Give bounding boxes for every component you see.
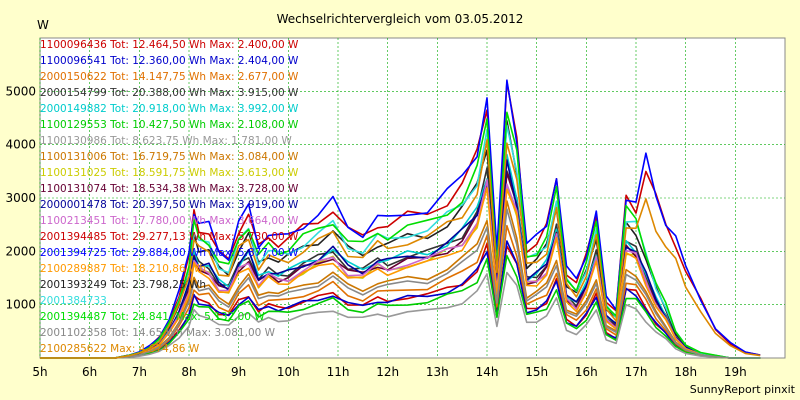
x-tick-labels: 5h 6h 7h 8h 9h 10h 11h 12h 13h 14h 15h 16h 17h 18h 19h: [32, 365, 746, 379]
x-tick-label: 15h: [525, 365, 548, 379]
series-line-1100096541: [40, 240, 761, 359]
legend-entry-2001102358: 2001102358 Tot: 14.65 Wh Max: 3.081,00 W: [40, 327, 276, 339]
legend-entry-2001393249: 2001393249 Tot: 23.798,25 Wh: [40, 279, 207, 291]
legend-entry-2001394487: 2001394487 Tot: 24.841, Max: 5.132,00 W: [40, 311, 265, 323]
series-line-2001102358: [40, 208, 761, 359]
legend-entry-1100130986: 1100130986 Tot: 8.623,75 Wh Max: 1.781,0…: [40, 135, 292, 147]
legend-entry-2000154799: 2000154799 Tot: 20.388,00 Wh Max: 3.915,…: [40, 87, 299, 99]
legend-entry-1100131025: 1100131025 Tot: 18.591,75 Wh Max: 3.613,…: [40, 167, 299, 179]
series-line-2001394725: [40, 79, 761, 359]
x-tick-label: 7h: [132, 365, 147, 379]
legend-entry-2000001478: 2000001478 Tot: 20.397,50 Wh Max: 3.919,…: [40, 199, 299, 211]
series-line-1100213451: [40, 179, 761, 359]
y-tick-label: 5000: [5, 84, 36, 98]
y-tick-label: 1000: [5, 298, 36, 312]
legend-entry-2001394485: 2001394485 Tot: 29.277,13 Wh Max: 5.730,…: [40, 231, 299, 243]
legend-entry-2001384733: 2001384733: [40, 295, 107, 307]
y-tick-label: 3000: [5, 191, 36, 205]
legend-entry-1100131074: 1100131074 Tot: 18.534,38 Wh Max: 3.728,…: [40, 183, 299, 195]
footer-credit: SunnyReport pinxit: [690, 383, 796, 396]
x-tick-label: 16h: [575, 365, 598, 379]
legend-entry-2100285622: 2100285622 Max: 4.674,86 W: [40, 343, 200, 355]
x-tick-label: 5h: [32, 365, 47, 379]
series-line-1100130986: [40, 271, 761, 359]
x-tick-label: 18h: [674, 365, 697, 379]
series-line-1100129553: [40, 254, 761, 359]
grid: [39, 38, 785, 358]
x-tick-label: 13h: [426, 365, 449, 379]
x-tick-label: 19h: [724, 365, 747, 379]
y-tick-label: 2000: [5, 244, 36, 258]
legend-entry-2001394725: 2001394725 Tot: 29.884,00 Wh Max: 5.877,…: [40, 247, 299, 259]
series-line-2001394485: [40, 81, 761, 359]
x-tick-label: 12h: [376, 365, 399, 379]
legend-entry-1100131006: 1100131006 Tot: 16.719,75 Wh Max: 3.084,…: [40, 151, 299, 163]
legend-entry-1100213451: 1100213451 Tot: 17.780,00 Wh Max: 3.664,…: [40, 215, 299, 227]
legend-entry-1100096541: 1100096541 Tot: 12.360,00 Wh Max: 2.404,…: [40, 55, 299, 67]
legend-entry-1100129553: 1100129553 Tot: 10.427,50 Wh Max: 2.108,…: [40, 119, 299, 131]
x-tick-label: 14h: [476, 365, 499, 379]
series-line-2100285622: [40, 139, 761, 359]
chart-title: Wechselrichtervergleich vom 03.05.2012: [277, 12, 524, 26]
x-tick-label: 11h: [327, 365, 350, 379]
legend-entry-1100096436: 1100096436 Tot: 12.464,50 Wh Max: 2.400,…: [40, 39, 299, 51]
legend-entry-2000150622: 2000150622 Tot: 14.147,75 Wh Max: 2.677,…: [40, 71, 299, 83]
x-tick-label: 8h: [181, 365, 196, 379]
series-line-1100131006: [40, 200, 761, 359]
x-tick-label: 17h: [625, 365, 648, 379]
x-tick-label: 6h: [82, 365, 97, 379]
legend-entry-2000149882: 2000149882 Tot: 20.918,00 Wh Max: 3.992,…: [40, 103, 299, 115]
legend-entry-2100289887: 2100289887 Tot: 18.210,86 Wh: [40, 263, 207, 275]
series-lines: [40, 79, 761, 359]
x-tick-label: 10h: [277, 365, 300, 379]
series-line-2100289887: [40, 187, 761, 359]
series-line-2000150622: [40, 224, 761, 359]
y-tick-labels: 1000 2000 3000 4000 5000: [5, 84, 36, 311]
y-tick-label: 4000: [5, 138, 36, 152]
x-tick-label: 9h: [231, 365, 246, 379]
y-axis-label: W: [37, 18, 49, 32]
